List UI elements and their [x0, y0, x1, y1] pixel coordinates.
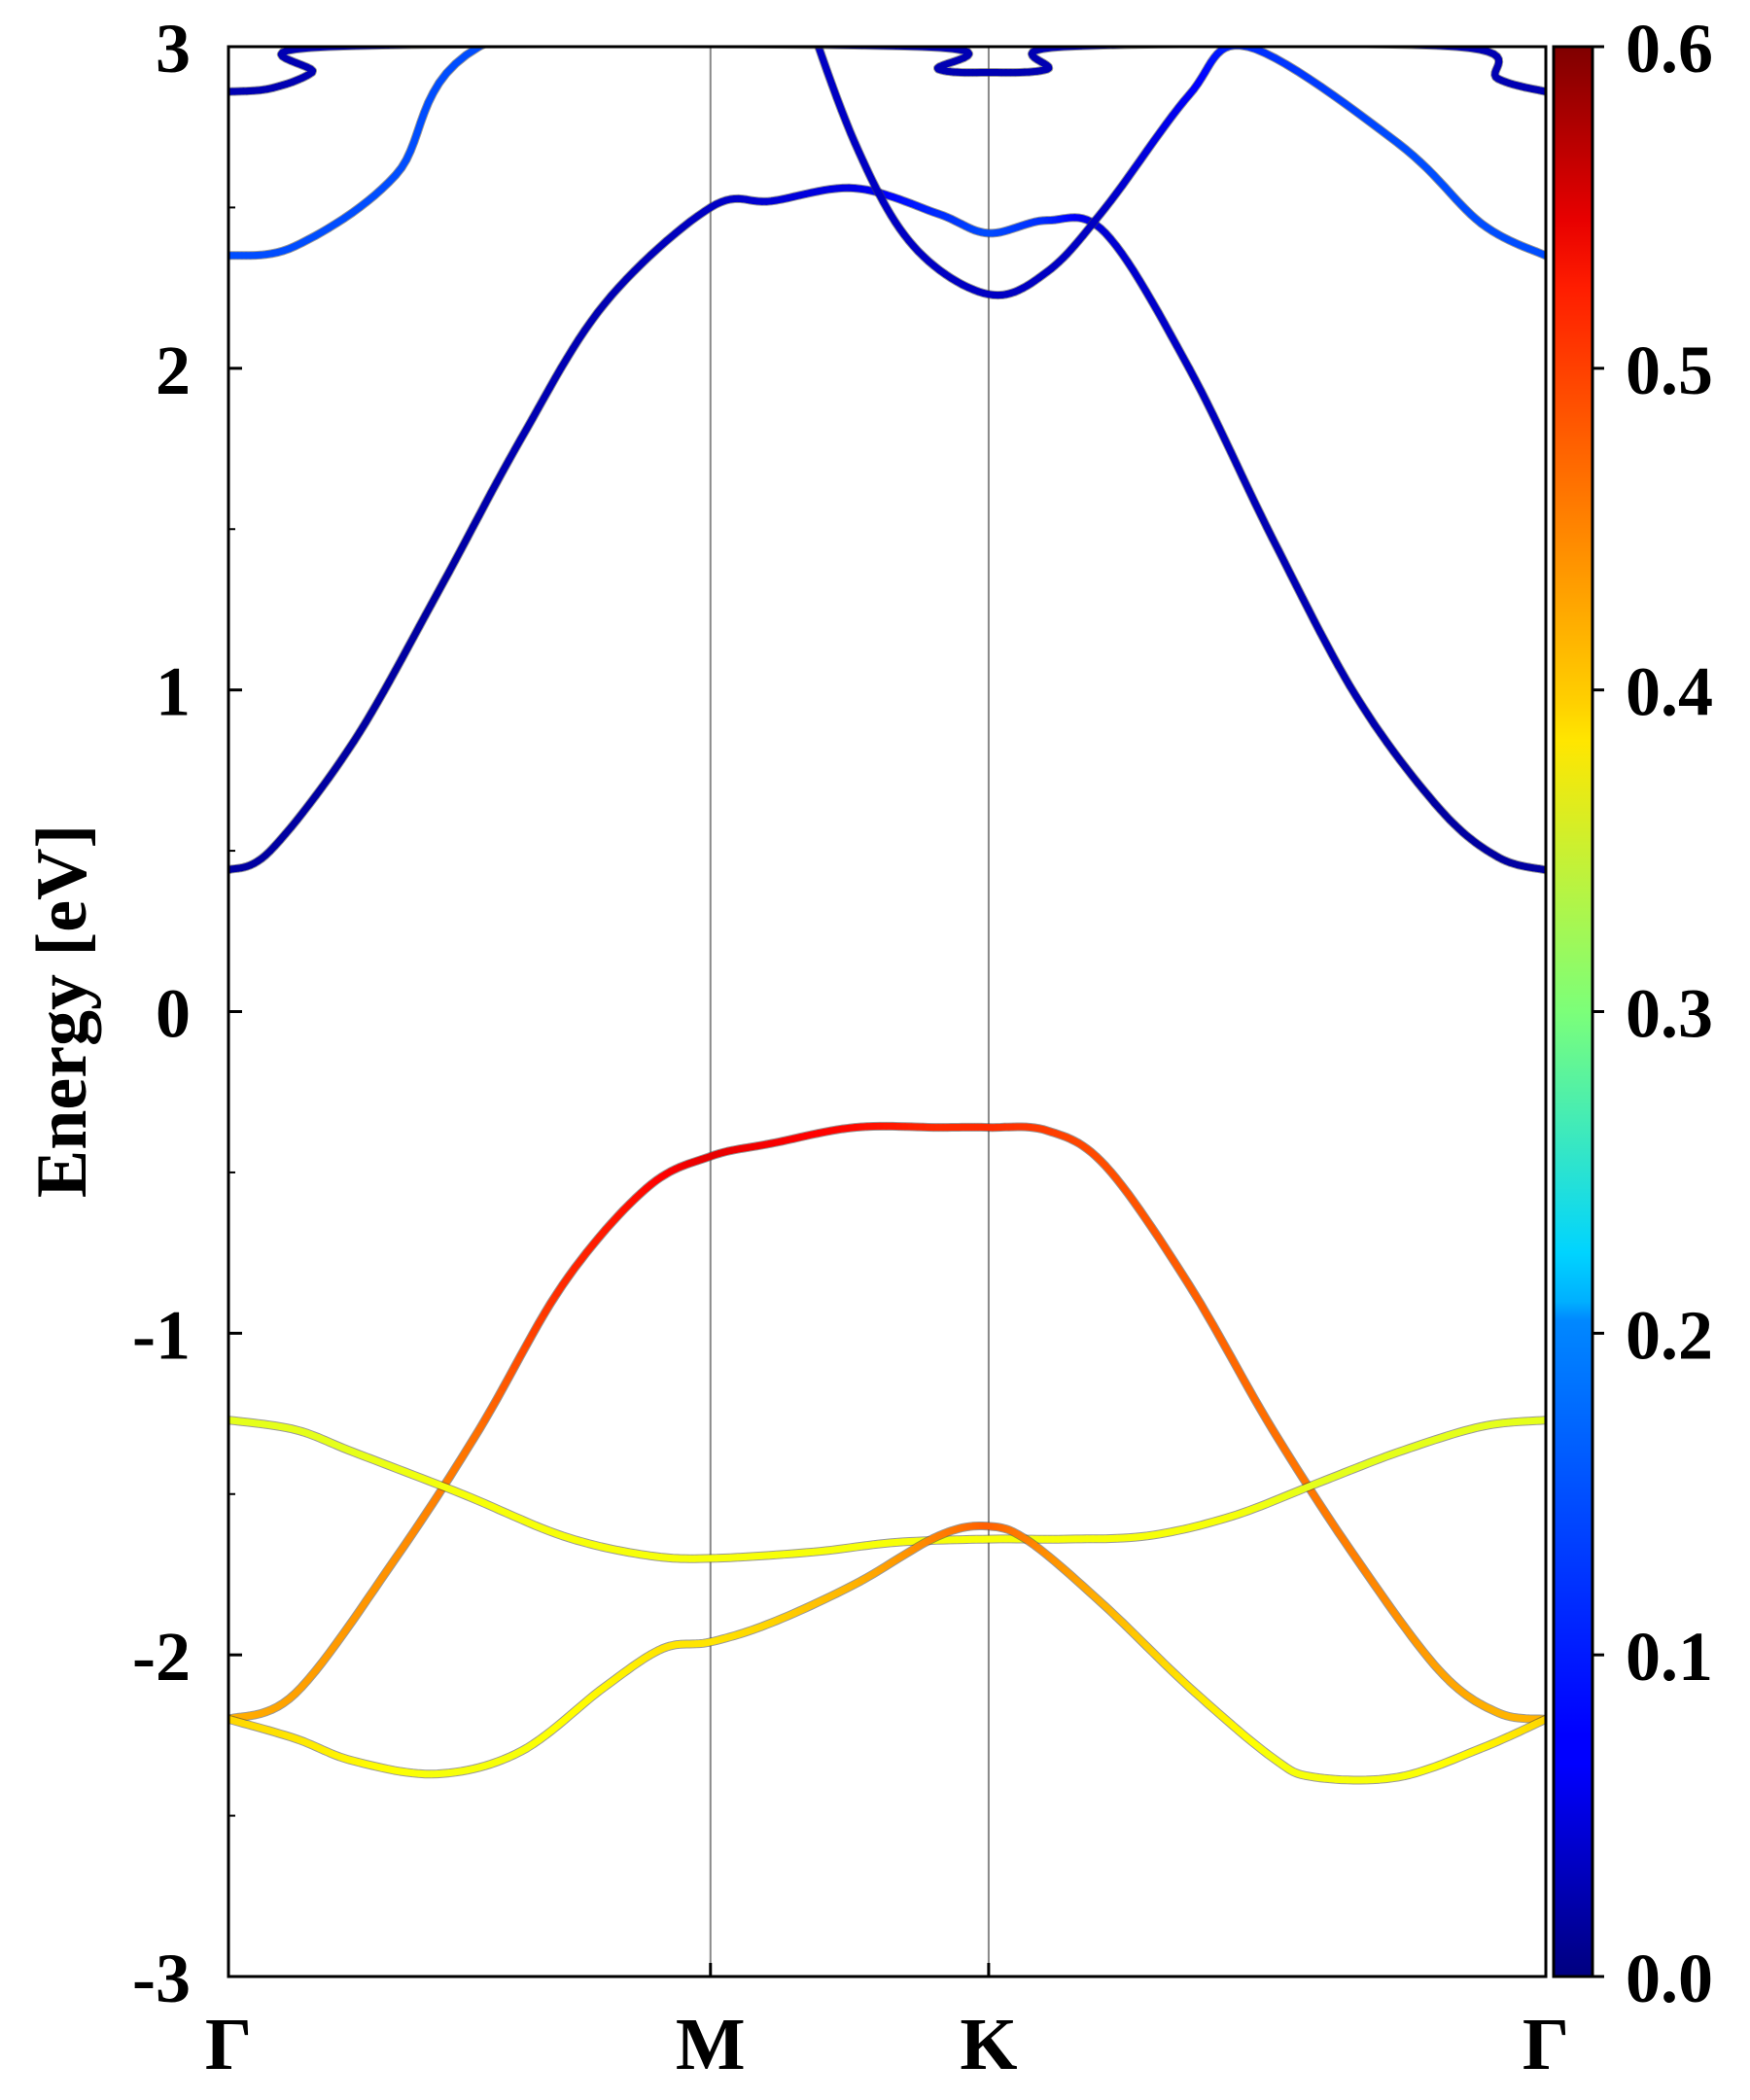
bands — [228, 0, 1546, 1785]
band-6-segment — [1386, 47, 1418, 49]
colorbar-ticks: 0.0 0.1 0.2 0.3 0.4 0.5 0.6 — [1592, 10, 1713, 2017]
band-1-outline — [228, 1121, 1546, 1724]
band-5-segment — [806, 10, 810, 21]
colorbar-tick-label: 0.4 — [1626, 653, 1713, 731]
colorbar-tick-label: 0.3 — [1626, 975, 1713, 1053]
band-5-segment — [810, 20, 814, 32]
y-axis-title: Energy [eV] — [22, 824, 102, 1198]
colorbar-tick-label: 0.1 — [1626, 1618, 1713, 1696]
band-4-outline — [228, 183, 1546, 875]
band-5-outline — [228, 47, 1546, 300]
band-6-segment — [775, 47, 825, 49]
band-6 — [228, 47, 1546, 96]
band-6-segment — [385, 47, 431, 49]
colorbar-tick-label: 0.2 — [1626, 1296, 1713, 1374]
band-5-segment — [585, 0, 612, 5]
kpoint-label: M — [676, 2004, 746, 2085]
y-tick-label: 1 — [156, 653, 191, 731]
kpoint-label: K — [960, 2004, 1017, 2085]
band-1 — [228, 1121, 1546, 1724]
band-5-segment — [536, 13, 560, 21]
band-4 — [228, 183, 1546, 875]
colorbar-tick-label: 0.5 — [1626, 332, 1713, 409]
high-symmetry-lines — [709, 47, 990, 1977]
band-6-outline — [228, 47, 1546, 96]
y-tick-label: 3 — [156, 10, 191, 88]
y-tick-label: 0 — [156, 975, 191, 1053]
band-5-segment — [560, 5, 585, 14]
colorbar: 0.0 0.1 0.2 0.3 0.4 0.5 0.6 — [1552, 10, 1713, 2017]
y-tick-label: -1 — [132, 1296, 191, 1374]
colorbar-tick-label: 0.6 — [1626, 10, 1713, 88]
band-5-segment — [815, 47, 822, 50]
band-6-segment — [1100, 47, 1133, 49]
y-axis: -3 -2 -1 0 1 2 3 — [132, 10, 242, 2017]
y-tick-label: -2 — [132, 1618, 191, 1696]
band-6-segment — [1126, 47, 1162, 49]
plot-frame — [227, 45, 1548, 1978]
colorbar-gradient — [1552, 45, 1594, 1978]
band-2 — [228, 1416, 1546, 1563]
band-6-segment — [1357, 47, 1391, 48]
band-5-segment — [802, 0, 806, 10]
kpoint-label: Γ — [205, 2004, 252, 2085]
band-3 — [228, 1522, 1546, 1785]
kpoint-label: Γ — [1522, 2004, 1569, 2085]
band-5 — [228, 0, 1546, 300]
y-tick-label: -3 — [132, 1940, 191, 2017]
band-2-outline — [228, 1416, 1546, 1563]
band-5-segment — [514, 21, 536, 30]
band-5-segment — [495, 30, 514, 39]
y-tick-label: 2 — [156, 332, 191, 409]
colorbar-tick-label: 0.0 — [1626, 1940, 1713, 2017]
